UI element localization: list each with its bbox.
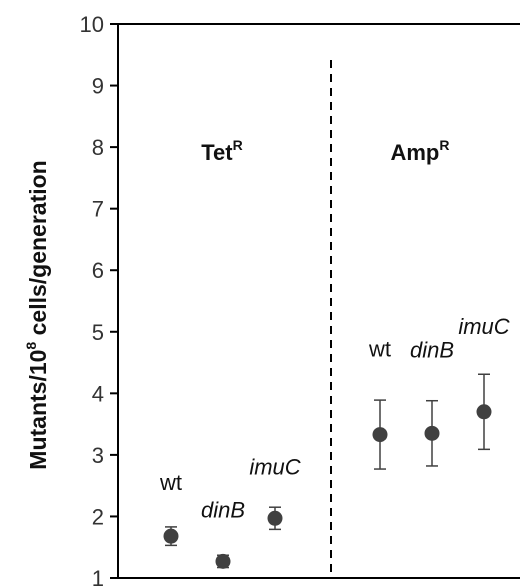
y-tick-label: 3 [92, 443, 104, 468]
group-label-main: Tet [201, 140, 233, 165]
group-label-sup: R [233, 137, 243, 153]
group-label-sup: R [439, 137, 449, 153]
point-label: dinB [410, 337, 454, 362]
y-ticks: 1 2 3 4 5 6 7 8 9 10 [80, 12, 118, 587]
group-labels: TetR AmpR [201, 137, 449, 165]
y-tick-label: 1 [92, 566, 104, 587]
y-axis-label: Mutants/108 cells/generation [23, 160, 51, 469]
axes [117, 23, 520, 579]
data-point [163, 528, 179, 544]
y-tick-label: 2 [92, 504, 104, 529]
data-point [424, 425, 440, 441]
data-point [215, 553, 231, 569]
y-tick-label: 9 [92, 74, 104, 99]
data-point [372, 427, 388, 443]
group-label-main: Amp [390, 140, 439, 165]
y-tick-label: 5 [92, 320, 104, 345]
data-point [476, 404, 492, 420]
y-axis-label-rest: cells/generation [25, 160, 51, 342]
y-tick-label: 8 [92, 135, 104, 160]
point-label: wt [368, 337, 391, 362]
point-label: wt [159, 470, 182, 495]
y-tick-label: 10 [80, 12, 104, 37]
point-label: imuC [458, 314, 509, 339]
y-axis-label-main: Mutants/10 [25, 350, 51, 470]
y-axis-label-sup: 8 [23, 342, 39, 350]
y-tick-label: 4 [92, 381, 104, 406]
y-tick-label: 6 [92, 258, 104, 283]
group-label: TetR [201, 137, 243, 165]
point-label: imuC [249, 454, 300, 479]
y-tick-label: 7 [92, 197, 104, 222]
group-label: AmpR [390, 137, 449, 165]
data-point [267, 510, 283, 526]
point-label: dinB [201, 497, 245, 522]
